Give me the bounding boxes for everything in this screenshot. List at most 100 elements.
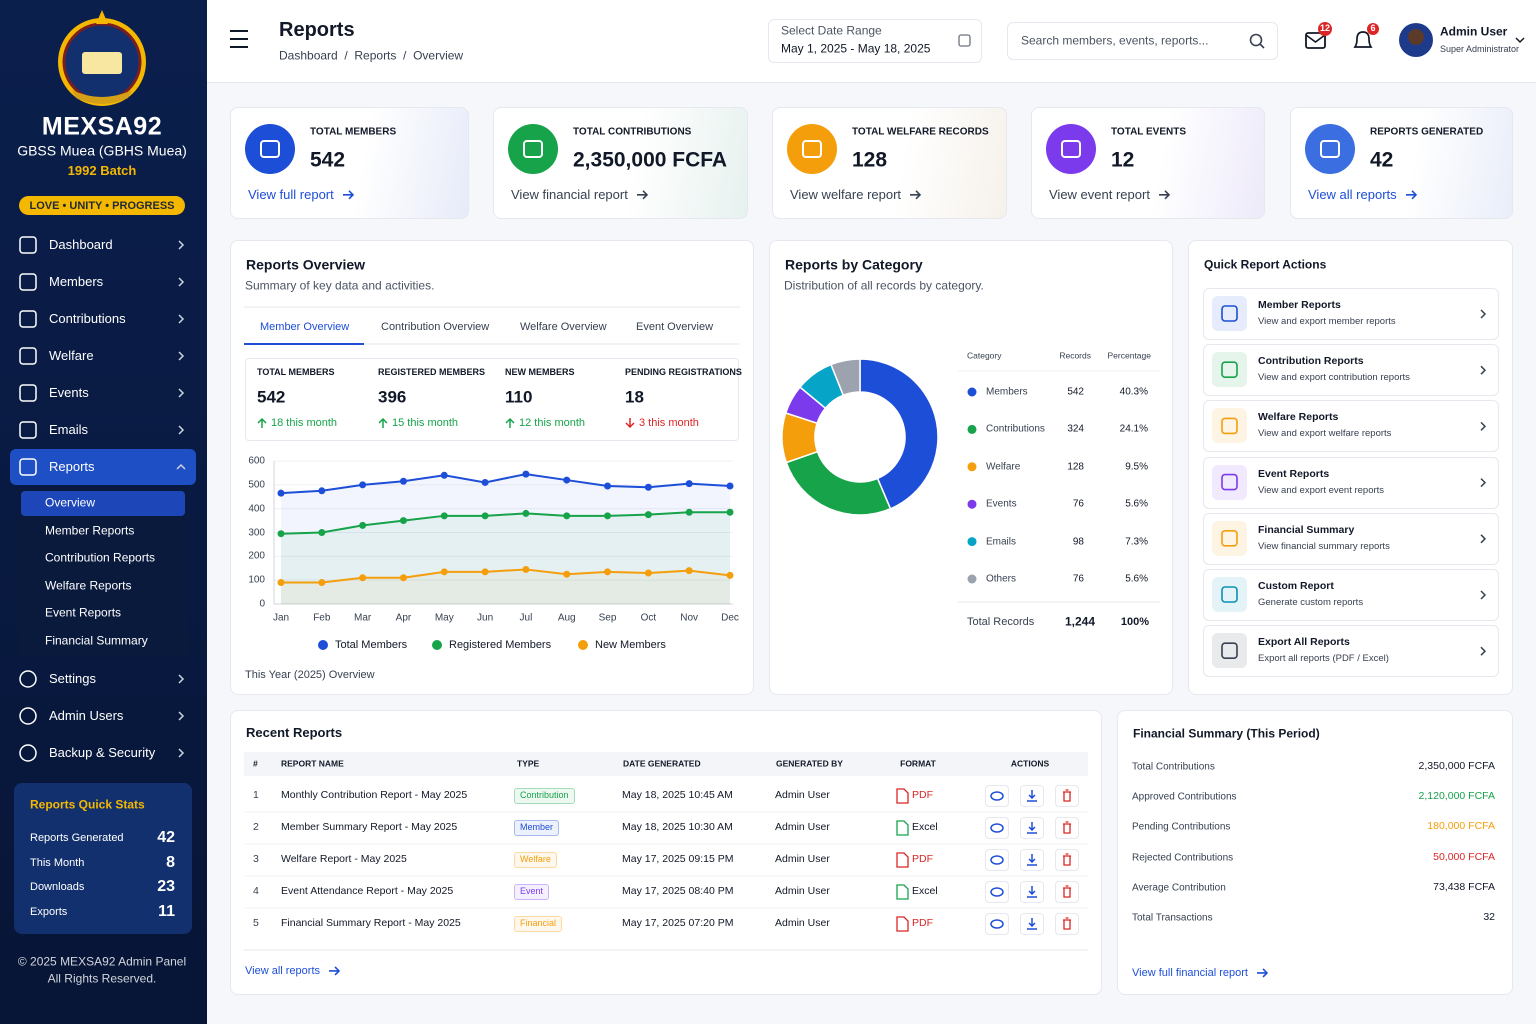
subnav-item[interactable]: Welfare Reports bbox=[45, 578, 132, 593]
brand-name: MEXSA92 bbox=[41, 112, 163, 141]
stat-label: TOTAL WELFARE RECORDS bbox=[852, 126, 989, 138]
footer-text: All Rights Reserved. bbox=[47, 971, 157, 986]
category-records: 98 bbox=[1072, 536, 1084, 548]
subnav-item[interactable]: Contribution Reports bbox=[45, 550, 156, 565]
nav-item[interactable]: Backup & Security bbox=[49, 744, 156, 760]
quick-action[interactable] bbox=[1203, 512, 1499, 565]
quick-action-title[interactable]: Member Reports bbox=[1258, 299, 1341, 312]
stat-link[interactable]: View full report bbox=[248, 186, 354, 202]
quick-action[interactable] bbox=[1203, 456, 1499, 509]
nav-item[interactable]: Members bbox=[49, 273, 104, 289]
stat-card bbox=[772, 107, 1007, 219]
quick-action-title[interactable]: Contribution Reports bbox=[1258, 355, 1364, 368]
x-tick-label: Jan bbox=[272, 612, 290, 624]
panel-title: Recent Reports bbox=[246, 724, 343, 740]
nav-active-bg[interactable] bbox=[10, 449, 196, 485]
search-box[interactable] bbox=[1007, 22, 1278, 60]
view-button[interactable] bbox=[985, 881, 1009, 903]
view-button[interactable] bbox=[985, 913, 1009, 935]
tab[interactable]: Member Overview bbox=[260, 320, 350, 333]
financial-link-text[interactable]: View full financial report bbox=[1132, 966, 1248, 979]
column-header: ACTIONS bbox=[1010, 758, 1050, 769]
delete-button[interactable] bbox=[1055, 913, 1079, 935]
download-button[interactable] bbox=[1020, 913, 1044, 935]
user-name[interactable]: Admin User bbox=[1440, 24, 1508, 39]
stat-link-text[interactable]: View event report bbox=[1049, 186, 1150, 202]
nav-item[interactable]: Contributions bbox=[49, 310, 126, 326]
quick-action-title[interactable]: Welfare Reports bbox=[1258, 411, 1339, 424]
x-tick-label: Jun bbox=[477, 612, 494, 624]
quick-action[interactable] bbox=[1203, 288, 1499, 340]
nav-item[interactable]: Emails bbox=[49, 421, 89, 437]
date-range-box[interactable] bbox=[768, 19, 982, 63]
quick-action-title[interactable]: Custom Report bbox=[1258, 580, 1334, 593]
legend-label: Registered Members bbox=[449, 638, 552, 651]
stat-link[interactable]: View financial report bbox=[511, 186, 648, 202]
quick-action-title[interactable]: Financial Summary bbox=[1258, 524, 1355, 537]
nav-item[interactable]: Welfare bbox=[49, 347, 94, 363]
delete-button[interactable] bbox=[1055, 785, 1079, 807]
stat-link-text[interactable]: View full report bbox=[248, 186, 334, 202]
category-name: Others bbox=[986, 573, 1017, 585]
quick-stat-value: 8 bbox=[166, 853, 175, 871]
view-button[interactable] bbox=[985, 785, 1009, 807]
tab[interactable]: Contribution Overview bbox=[381, 320, 490, 333]
financial-link[interactable]: View full financial report bbox=[1132, 967, 1268, 979]
quick-action[interactable] bbox=[1203, 400, 1499, 453]
column-header: FORMAT bbox=[900, 758, 936, 769]
stat-link[interactable]: View all reports bbox=[1308, 186, 1417, 202]
overview-stats-box bbox=[245, 358, 739, 441]
delete-button[interactable] bbox=[1055, 881, 1079, 903]
quick-action-title[interactable]: Export All Reports bbox=[1258, 636, 1350, 649]
stat-link-text[interactable]: View all reports bbox=[1308, 186, 1397, 202]
nav-item[interactable]: Events bbox=[49, 384, 89, 400]
tab[interactable]: Event Overview bbox=[636, 320, 714, 333]
quick-action-icon-bg bbox=[1212, 408, 1247, 444]
view-all-link-text[interactable]: View all reports bbox=[245, 964, 320, 977]
stat-change: 12 this month bbox=[519, 416, 586, 429]
quick-action-desc: View and export contribution reports bbox=[1258, 371, 1410, 383]
stat-link[interactable]: View event report bbox=[1049, 186, 1170, 202]
subnav-active-bg[interactable] bbox=[21, 491, 185, 516]
quick-action-title[interactable]: Event Reports bbox=[1258, 467, 1330, 480]
view-all-link[interactable]: View all reports bbox=[245, 965, 340, 977]
download-button[interactable] bbox=[1020, 817, 1044, 839]
report-name: Monthly Contribution Report - May 2025 bbox=[281, 789, 468, 802]
quick-action[interactable] bbox=[1203, 625, 1499, 678]
search-placeholder[interactable]: Search members, events, reports... bbox=[1021, 33, 1209, 48]
view-button[interactable] bbox=[985, 817, 1009, 839]
delete-button[interactable] bbox=[1055, 817, 1079, 839]
delete-button[interactable] bbox=[1055, 849, 1079, 871]
quick-stat-label: Reports Generated bbox=[30, 831, 124, 844]
quick-stats-title: Reports Quick Stats bbox=[30, 797, 145, 812]
stat-link-text[interactable]: View financial report bbox=[511, 186, 628, 202]
nav-item[interactable]: Reports bbox=[49, 458, 95, 474]
nav-item[interactable]: Settings bbox=[49, 670, 96, 686]
quick-stat-value: 23 bbox=[157, 878, 175, 896]
download-button[interactable] bbox=[1020, 785, 1044, 807]
stat-link-text[interactable]: View welfare report bbox=[790, 186, 902, 202]
nav-item[interactable]: Admin Users bbox=[49, 707, 124, 723]
subnav-item[interactable]: Member Reports bbox=[45, 523, 135, 537]
x-tick-label: May bbox=[434, 612, 454, 624]
column-header: DATE GENERATED bbox=[623, 758, 701, 769]
generated-by: Admin User bbox=[775, 821, 830, 834]
stat-link[interactable]: View welfare report bbox=[790, 186, 922, 202]
quick-stat-value: 11 bbox=[158, 902, 175, 920]
nav-item[interactable]: Dashboard bbox=[49, 236, 113, 252]
subnav-item[interactable]: Event Reports bbox=[45, 605, 122, 620]
quick-action-desc: View and export member reports bbox=[1258, 315, 1396, 327]
category-percent: 5.6% bbox=[1125, 498, 1148, 510]
subnav-item[interactable]: Overview bbox=[45, 495, 96, 510]
subnav-item[interactable]: Financial Summary bbox=[45, 633, 148, 648]
quick-action[interactable] bbox=[1203, 344, 1499, 397]
download-button[interactable] bbox=[1020, 881, 1044, 903]
view-button[interactable] bbox=[985, 849, 1009, 871]
motto: LOVE • UNITY • PROGRESS bbox=[29, 199, 175, 212]
summary-label: Average Contribution bbox=[1132, 882, 1226, 894]
tab[interactable]: Welfare Overview bbox=[520, 320, 607, 333]
download-button[interactable] bbox=[1020, 849, 1044, 871]
summary-value: 32 bbox=[1483, 911, 1495, 924]
breadcrumb[interactable]: Dashboard / Reports / Overview bbox=[279, 48, 464, 63]
quick-action[interactable] bbox=[1203, 569, 1499, 621]
